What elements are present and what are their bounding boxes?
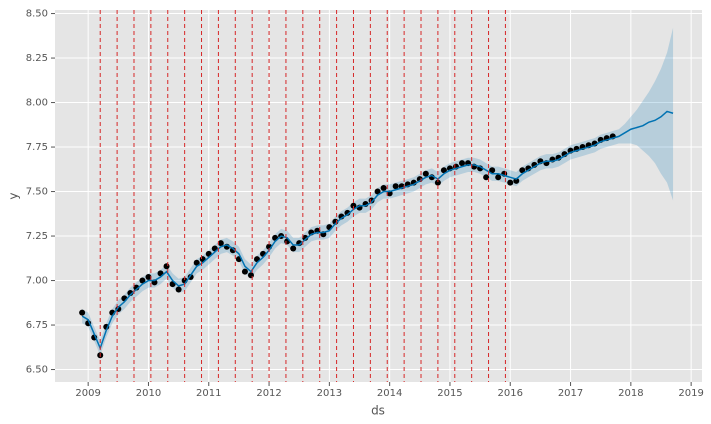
observed-point: [163, 263, 170, 270]
x-axis-label: ds: [371, 404, 385, 418]
plot-background: [55, 10, 702, 382]
observed-point: [392, 183, 399, 190]
observed-point: [241, 268, 248, 275]
observed-point: [193, 259, 200, 266]
observed-point: [290, 245, 297, 252]
y-tick-label: 7.50: [26, 187, 48, 198]
observed-point: [175, 286, 182, 293]
observed-point: [139, 277, 146, 284]
y-tick-label: 7.25: [26, 231, 48, 242]
observed-point: [217, 240, 224, 247]
x-tick-label: 2019: [678, 388, 703, 399]
observed-point: [133, 284, 140, 291]
observed-point: [483, 174, 490, 181]
observed-point: [495, 174, 502, 181]
x-tick-label: 2013: [317, 388, 342, 399]
observed-point: [344, 209, 351, 216]
observed-point: [519, 167, 526, 174]
observed-point: [302, 234, 309, 241]
y-tick-label: 8.00: [26, 98, 48, 109]
observed-point: [489, 167, 496, 174]
y-tick-label: 7.75: [26, 142, 48, 153]
observed-point: [374, 188, 381, 195]
x-tick-label: 2016: [498, 388, 523, 399]
observed-point: [145, 273, 152, 280]
x-tick-label: 2017: [558, 388, 583, 399]
observed-point: [459, 160, 466, 167]
y-tick-label: 6.75: [26, 320, 48, 331]
x-tick-label: 2015: [437, 388, 462, 399]
x-tick-label: 2010: [136, 388, 161, 399]
y-tick-label: 6.50: [26, 365, 48, 376]
observed-point: [507, 179, 514, 186]
y-tick-label: 8.25: [26, 53, 48, 64]
observed-point: [127, 290, 134, 297]
observed-point: [422, 170, 429, 177]
y-tick-label: 8.50: [26, 9, 48, 20]
observed-point: [434, 179, 441, 186]
observed-point: [79, 309, 86, 316]
x-tick-label: 2018: [618, 388, 643, 399]
observed-point: [380, 184, 387, 191]
observed-point: [350, 202, 357, 209]
observed-point: [247, 272, 254, 279]
observed-point: [440, 167, 447, 174]
x-tick-label: 2014: [377, 388, 402, 399]
x-tick-label: 2009: [75, 388, 100, 399]
x-tick-label: 2012: [256, 388, 281, 399]
y-axis-label: y: [7, 192, 21, 199]
observed-point: [229, 247, 236, 254]
x-tick-label: 2011: [196, 388, 221, 399]
y-tick-label: 7.00: [26, 276, 48, 287]
forecast-line: [81, 110, 674, 351]
